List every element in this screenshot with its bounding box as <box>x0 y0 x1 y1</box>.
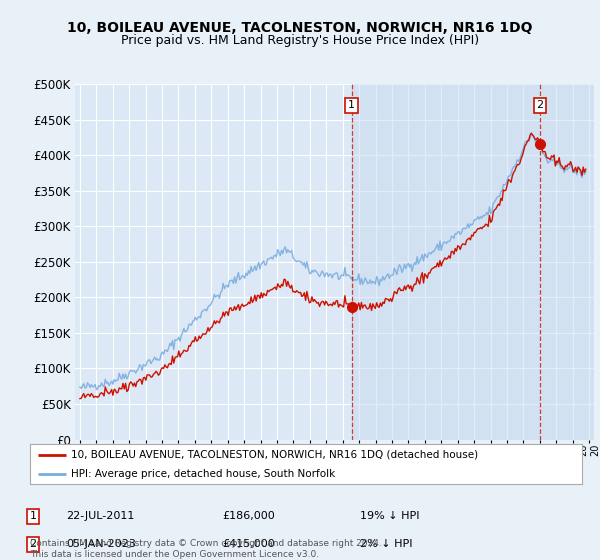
Text: 2: 2 <box>29 539 37 549</box>
Text: HPI: Average price, detached house, South Norfolk: HPI: Average price, detached house, Sout… <box>71 469 335 478</box>
Text: 2% ↓ HPI: 2% ↓ HPI <box>360 539 413 549</box>
Text: 1: 1 <box>348 100 355 110</box>
Text: 10, BOILEAU AVENUE, TACOLNESTON, NORWICH, NR16 1DQ (detached house): 10, BOILEAU AVENUE, TACOLNESTON, NORWICH… <box>71 450 479 460</box>
Text: £415,000: £415,000 <box>222 539 275 549</box>
Text: £186,000: £186,000 <box>222 511 275 521</box>
Text: 2: 2 <box>536 100 544 110</box>
Bar <box>352 84 594 440</box>
Text: 10, BOILEAU AVENUE, TACOLNESTON, NORWICH, NR16 1DQ: 10, BOILEAU AVENUE, TACOLNESTON, NORWICH… <box>67 21 533 35</box>
Text: Contains HM Land Registry data © Crown copyright and database right 2024.
This d: Contains HM Land Registry data © Crown c… <box>30 539 382 559</box>
Text: Price paid vs. HM Land Registry's House Price Index (HPI): Price paid vs. HM Land Registry's House … <box>121 34 479 46</box>
Text: 19% ↓ HPI: 19% ↓ HPI <box>360 511 419 521</box>
Text: 22-JUL-2011: 22-JUL-2011 <box>66 511 134 521</box>
Text: 05-JAN-2023: 05-JAN-2023 <box>66 539 136 549</box>
Text: 1: 1 <box>29 511 37 521</box>
